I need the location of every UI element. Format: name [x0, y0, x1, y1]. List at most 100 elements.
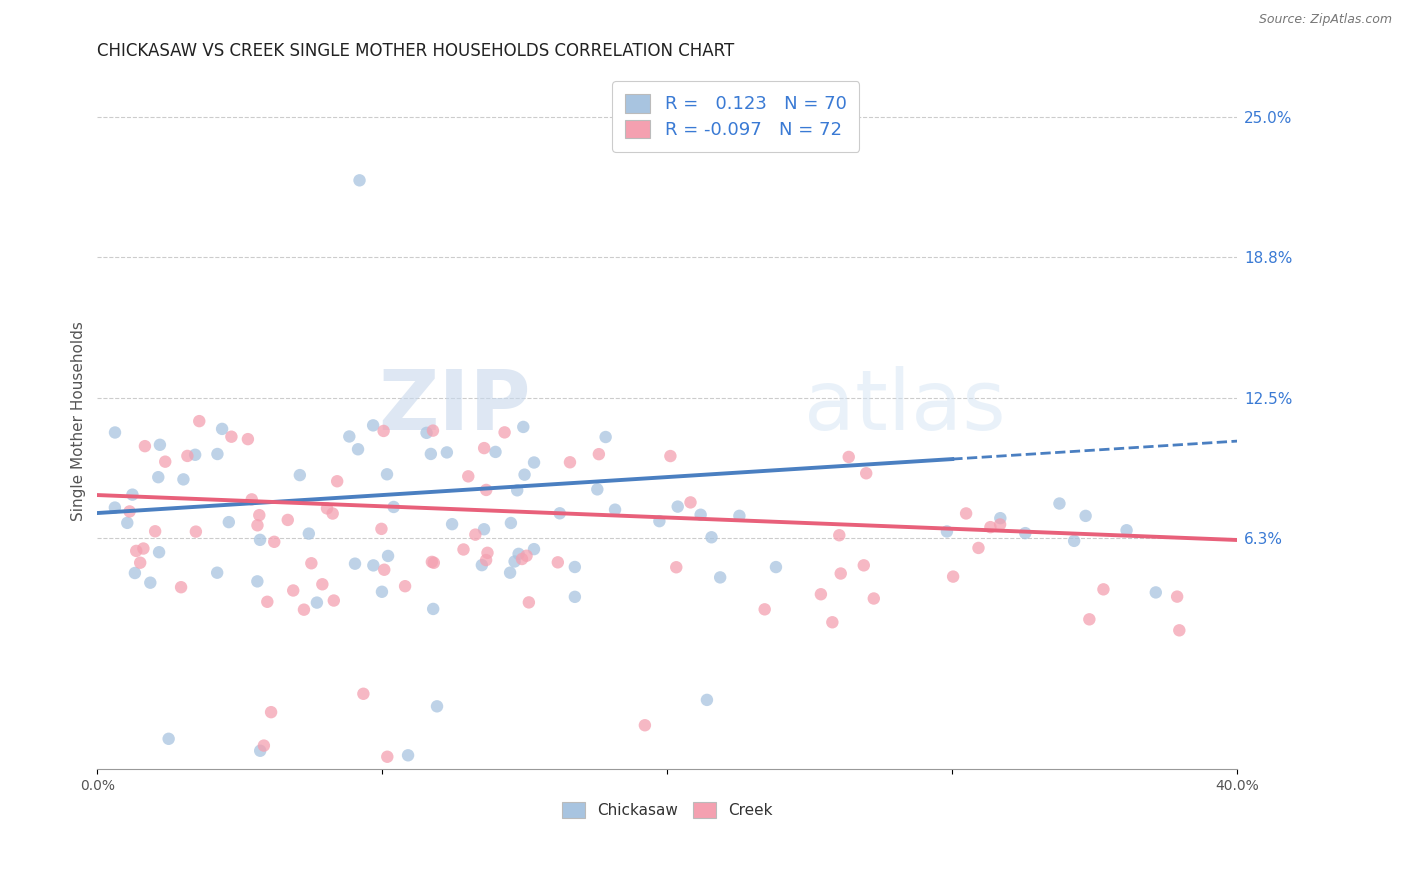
Point	[361, 418, 384, 433]
Point	[512, 420, 534, 434]
Point	[420, 555, 443, 569]
Point	[422, 602, 444, 616]
Point	[104, 500, 127, 515]
Point	[155, 455, 177, 469]
Point	[129, 556, 152, 570]
Point	[253, 739, 276, 753]
Point	[513, 467, 536, 482]
Point	[475, 553, 498, 567]
Point	[260, 705, 283, 719]
Point	[249, 744, 271, 758]
Point	[343, 557, 366, 571]
Point	[564, 590, 586, 604]
Point	[588, 447, 610, 461]
Point	[634, 718, 657, 732]
Point	[765, 560, 787, 574]
Point	[249, 533, 271, 547]
Point	[139, 575, 162, 590]
Point	[1063, 533, 1085, 548]
Point	[396, 748, 419, 763]
Point	[523, 455, 546, 469]
Point	[337, 429, 360, 443]
Point	[517, 595, 540, 609]
Point	[1014, 526, 1036, 541]
Point	[188, 414, 211, 428]
Point	[207, 447, 229, 461]
Point	[475, 483, 498, 497]
Point	[305, 596, 328, 610]
Point	[370, 522, 392, 536]
Text: CHICKASAW VS CREEK SINGLE MOTHER HOUSEHOLDS CORRELATION CHART: CHICKASAW VS CREEK SINGLE MOTHER HOUSEHO…	[97, 42, 734, 60]
Point	[347, 442, 370, 457]
Legend: Chickasaw, Creek: Chickasaw, Creek	[555, 797, 779, 824]
Point	[1168, 624, 1191, 638]
Point	[979, 520, 1001, 534]
Point	[1144, 585, 1167, 599]
Point	[422, 424, 444, 438]
Point	[394, 579, 416, 593]
Point	[810, 587, 832, 601]
Point	[548, 506, 571, 520]
Point	[1049, 496, 1071, 510]
Point	[503, 554, 526, 568]
Point	[506, 483, 529, 498]
Point	[184, 448, 207, 462]
Point	[1115, 523, 1137, 537]
Point	[862, 591, 884, 606]
Point	[288, 468, 311, 483]
Point	[221, 430, 243, 444]
Point	[1166, 590, 1188, 604]
Point	[838, 450, 860, 464]
Point	[352, 687, 374, 701]
Point	[499, 516, 522, 530]
Point	[689, 508, 711, 522]
Text: ZIP: ZIP	[378, 367, 530, 448]
Point	[373, 563, 395, 577]
Point	[326, 475, 349, 489]
Point	[415, 425, 437, 440]
Point	[828, 528, 851, 542]
Point	[240, 492, 263, 507]
Point	[322, 507, 344, 521]
Point	[149, 438, 172, 452]
Point	[236, 432, 259, 446]
Point	[170, 580, 193, 594]
Point	[558, 455, 581, 469]
Point	[157, 731, 180, 746]
Point	[464, 527, 486, 541]
Point	[586, 483, 609, 497]
Point	[246, 518, 269, 533]
Point	[377, 549, 399, 563]
Point	[942, 569, 965, 583]
Text: atlas: atlas	[804, 367, 1005, 448]
Point	[564, 560, 586, 574]
Point	[125, 544, 148, 558]
Point	[648, 514, 671, 528]
Point	[700, 530, 723, 544]
Point	[441, 517, 464, 532]
Point	[1078, 612, 1101, 626]
Point	[298, 526, 321, 541]
Point	[603, 502, 626, 516]
Point	[373, 424, 395, 438]
Point	[148, 470, 170, 484]
Point	[104, 425, 127, 440]
Point	[311, 577, 333, 591]
Point	[830, 566, 852, 581]
Point	[472, 522, 495, 536]
Point	[1074, 508, 1097, 523]
Point	[246, 574, 269, 589]
Point	[453, 542, 475, 557]
Point	[499, 566, 522, 580]
Point	[472, 441, 495, 455]
Point	[218, 515, 240, 529]
Point	[666, 500, 689, 514]
Point	[508, 547, 530, 561]
Text: Source: ZipAtlas.com: Source: ZipAtlas.com	[1258, 13, 1392, 27]
Point	[494, 425, 516, 440]
Point	[855, 467, 877, 481]
Point	[426, 699, 449, 714]
Point	[375, 749, 398, 764]
Point	[143, 524, 166, 539]
Point	[292, 602, 315, 616]
